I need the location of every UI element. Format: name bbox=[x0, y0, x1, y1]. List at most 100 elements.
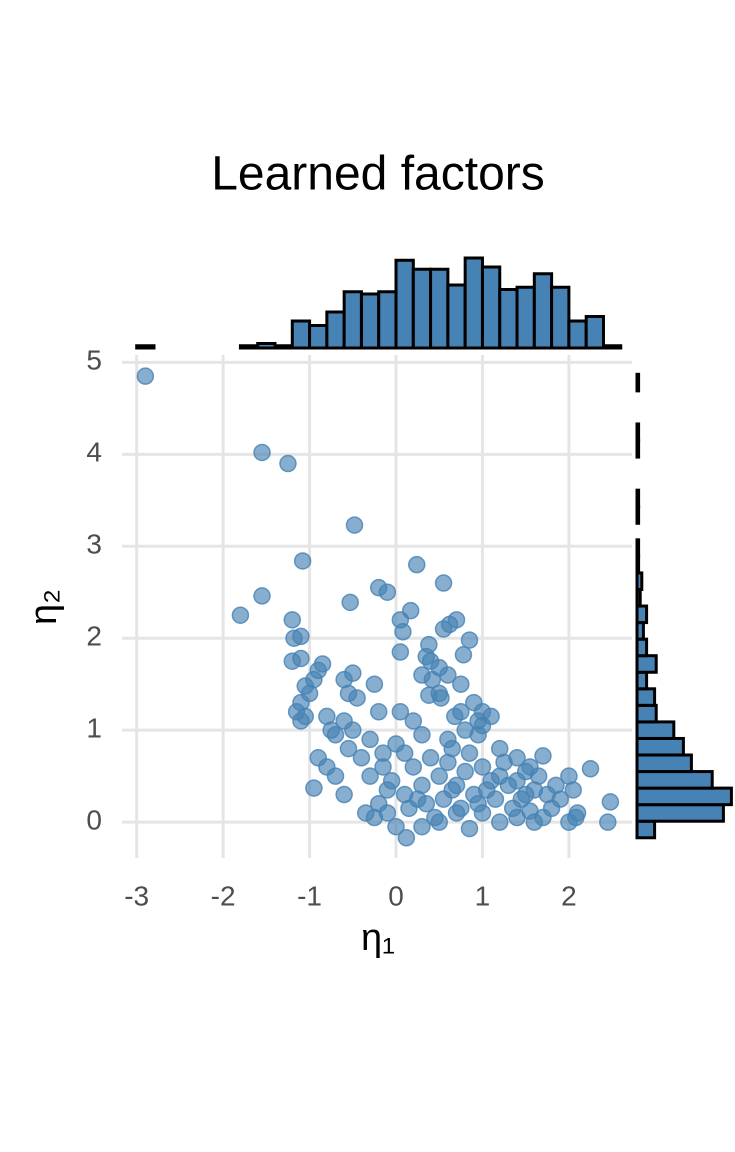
point bbox=[460, 819, 479, 838]
point bbox=[394, 623, 412, 641]
point bbox=[300, 684, 319, 703]
histogram-bar bbox=[635, 819, 657, 840]
histogram-bar bbox=[273, 344, 294, 350]
point bbox=[473, 758, 492, 776]
histogram-bar bbox=[635, 554, 641, 575]
histogram-bar bbox=[635, 538, 641, 558]
point bbox=[452, 675, 470, 693]
histogram-bar bbox=[584, 315, 605, 350]
histogram-bar bbox=[635, 637, 649, 658]
point bbox=[430, 767, 448, 785]
histogram-bar bbox=[498, 288, 519, 350]
histogram-bar bbox=[635, 687, 657, 707]
y-tick-label: 3 bbox=[86, 529, 102, 560]
point bbox=[401, 601, 420, 620]
point bbox=[469, 794, 487, 813]
histogram-bar bbox=[635, 604, 649, 625]
point bbox=[361, 730, 379, 749]
histogram-bar bbox=[635, 621, 645, 641]
point bbox=[136, 367, 155, 385]
point bbox=[365, 675, 384, 693]
y-tick-label: 4 bbox=[86, 437, 102, 468]
histogram-bar bbox=[635, 439, 641, 459]
histogram-bar bbox=[635, 720, 676, 740]
point bbox=[534, 808, 552, 827]
point bbox=[335, 785, 353, 804]
point bbox=[397, 829, 416, 847]
point bbox=[231, 606, 250, 624]
point bbox=[326, 726, 345, 744]
point bbox=[345, 516, 364, 534]
point bbox=[601, 793, 620, 811]
point bbox=[443, 781, 461, 799]
point bbox=[369, 703, 388, 721]
histogram-bar bbox=[359, 292, 381, 350]
point bbox=[391, 643, 410, 661]
histogram-bar bbox=[256, 342, 277, 350]
histogram-bar bbox=[635, 422, 641, 443]
point bbox=[344, 721, 362, 739]
point bbox=[326, 767, 345, 785]
point bbox=[512, 790, 531, 808]
point bbox=[387, 817, 405, 836]
point bbox=[439, 666, 457, 684]
point bbox=[292, 627, 310, 646]
histogram-bar bbox=[635, 571, 644, 591]
histogram-bar bbox=[308, 324, 329, 350]
point bbox=[395, 744, 414, 762]
point bbox=[529, 767, 548, 785]
x-tick-label: -3 bbox=[124, 880, 149, 911]
histogram-bar bbox=[238, 344, 260, 350]
point bbox=[292, 649, 310, 668]
histogram-bar bbox=[635, 703, 658, 724]
histogram-bar bbox=[342, 290, 363, 350]
histogram-bar bbox=[550, 285, 571, 350]
point bbox=[434, 574, 453, 592]
histogram-bar bbox=[635, 505, 641, 525]
histogram-bar bbox=[446, 283, 467, 350]
point bbox=[253, 587, 271, 605]
y-axis-title: η₂ bbox=[23, 589, 65, 625]
histogram-bar bbox=[635, 670, 649, 691]
point bbox=[456, 721, 474, 739]
point bbox=[408, 790, 427, 808]
histogram-bar bbox=[635, 736, 685, 757]
point bbox=[495, 753, 513, 772]
histogram-bar bbox=[463, 256, 484, 350]
point bbox=[432, 689, 450, 707]
chart-title: Learned factors bbox=[211, 148, 545, 201]
point bbox=[293, 552, 312, 570]
y-tick-label: 2 bbox=[86, 621, 102, 652]
histogram-bar bbox=[394, 258, 415, 350]
point bbox=[434, 620, 453, 638]
point bbox=[253, 443, 271, 462]
histogram-bar bbox=[325, 310, 346, 350]
histogram-bar bbox=[635, 587, 642, 608]
x-axis-title: η₁ bbox=[361, 917, 395, 959]
x-tick-label: 2 bbox=[561, 880, 577, 911]
point bbox=[460, 631, 479, 649]
point bbox=[599, 813, 617, 831]
x-tick-label: -1 bbox=[297, 880, 322, 911]
point bbox=[443, 739, 461, 758]
point bbox=[348, 689, 366, 707]
histogram-bar bbox=[135, 344, 156, 350]
histogram-bar bbox=[532, 272, 554, 350]
point bbox=[413, 817, 431, 836]
point bbox=[378, 583, 397, 601]
histogram-bar bbox=[567, 319, 588, 350]
histogram-bar bbox=[635, 488, 641, 509]
point bbox=[452, 703, 470, 721]
histogram-bar bbox=[480, 265, 502, 350]
point bbox=[534, 747, 552, 765]
point bbox=[547, 776, 565, 795]
y-tick-label: 0 bbox=[86, 805, 102, 836]
point bbox=[454, 646, 473, 664]
histogram-bar bbox=[601, 344, 623, 350]
point bbox=[581, 760, 600, 778]
x-tick-label: -2 bbox=[211, 880, 236, 911]
y-tick-label: 5 bbox=[86, 345, 102, 376]
x-tick-label: 0 bbox=[388, 880, 404, 911]
histogram-bar bbox=[635, 786, 733, 807]
y-tick-label: 1 bbox=[86, 713, 102, 744]
